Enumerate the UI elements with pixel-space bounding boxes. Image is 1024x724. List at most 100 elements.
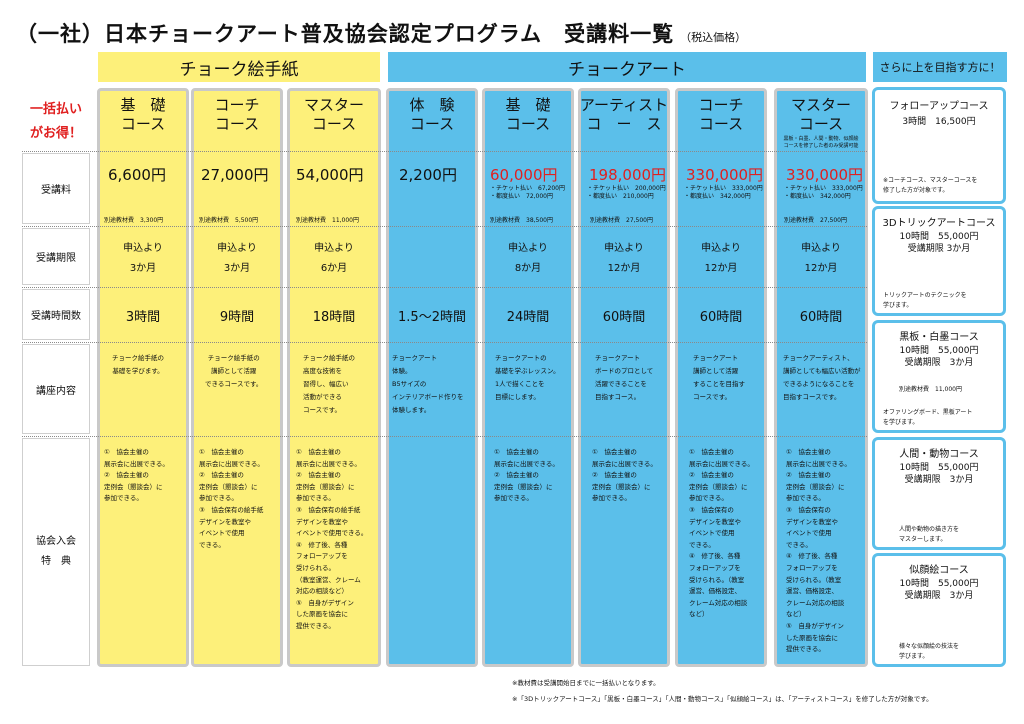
extra-course-material: 別途教材費 11,000円 [899,386,962,393]
benefit-line: 参加できる。 [592,494,631,503]
content-line: 目指すコースです。 [783,393,841,401]
course-benefits: ① 協会主催の 展示会に出展できる。 ② 協会主催の 定例会（懇談会）に 参加できる。 ③… [786,447,851,656]
benefit-line: 参加できる。 [689,494,728,503]
extra-note-line: 様々な似顔絵の技法を [899,643,960,650]
extra-course-note: 人間や動物の描き方を マスターします。 [899,525,959,545]
course-price: 60,000円 [490,166,558,184]
column-letter-basic [97,88,189,667]
course-name: コーチ コース [191,96,283,134]
benefit-line: ④ 修了後、各種 [296,540,348,549]
content-line: 体験。 [392,367,412,375]
benefit-line: 定例会（懇談会）に [786,482,845,491]
benefit-line: 定例会（懇談会）に [199,482,258,491]
extra-course-followup: フォローアップコース 3時間 16,500円 ※コーチコース、マスターコースを修… [872,87,1006,204]
column-art-master [774,88,868,667]
extra-course-portrait: 似顔絵コース 10時間 55,000円 受講期限 3か月 様々な似顔絵の技法を学… [872,553,1006,667]
benefit-line: できる。 [199,540,225,549]
extra-course-line: 受講期限 3か月 [904,358,974,368]
content-line: B5サイズの [392,380,427,388]
benefit-line: 運営、価格設定、 [786,587,838,596]
benefit-line: 受けられる。（教室 [689,575,745,584]
benefit-line: ① 協会主催の [592,448,637,456]
course-hours: 9時間 [219,310,255,325]
benefit-line: ① 協会主催の [296,448,341,456]
course-name: コーチ コース [675,96,767,134]
content-line: できるようになることを [783,380,855,388]
period-line: 12か月 [704,263,738,274]
extra-course-line: 10時間 55,000円 [899,463,979,473]
benefit-line: した原画を協会に [786,633,838,642]
row-label-benefit-line: 特 典 [41,556,71,567]
benefit-line: ② 協会主催の [592,471,637,480]
extra-course-note: 様々な似顔絵の技法を 学びます。 [899,642,959,662]
course-content: チョーク絵手紙の 基礎を学びます。 [112,352,164,378]
content-line: 講師としても幅広い活動が [783,367,861,375]
content-line: チョーク絵手紙の [303,354,355,362]
content-line: 高度な技術を [303,367,342,375]
price-note-line: ・チケット払い 200,000円 [587,185,666,192]
course-name-line: アーティスト [579,96,669,114]
benefit-line: フォローアップを [786,563,838,572]
content-line: 基礎を学ぶレッスン。 [495,367,560,375]
benefit-line: 参加できる。 [104,494,143,503]
benefit-line: イベントで使用できる。 [296,529,368,538]
benefit-line: できる。 [786,540,812,549]
column-art-basic [482,88,574,667]
content-line: チョークアート [595,354,641,362]
benefit-line: ① 協会主催の [689,448,734,456]
benefit-line: 参加できる。 [296,494,335,503]
content-line: チョークアーティスト、 [783,354,854,362]
course-name-line: 基 礎 [120,96,166,114]
extra-course-line: 3時間 16,500円 [902,117,976,127]
course-name: アーティストコ ー ス [578,96,670,134]
row-divider [22,226,867,227]
course-material-fee: 別途教材費 38,500円 [490,217,553,224]
benefit-line: ④ 修了後、各種 [689,552,741,561]
content-line: 講師として活躍 [693,367,739,375]
header-chalk-art: チョークアート [388,52,866,82]
course-benefits: ① 協会主催の 展示会に出展できる。 ② 協会主催の 定例会（懇談会）に 参加できる。 [104,447,169,505]
promo-line: がお得！ [29,126,82,141]
column-art-coach [675,88,767,667]
extra-course-title: 黒板・白墨コース [899,332,979,343]
course-hours: 1.5～2時間 [398,310,466,325]
benefit-line: 展示会に出展できる。 [104,459,169,468]
row-label-period: 受講期限 [22,228,90,285]
extra-course-title: 3Dトリックアートコース [882,218,996,229]
extra-course-blackboard: 黒板・白墨コース 10時間 55,000円 受講期限 3か月 別途教材費 11,… [872,320,1006,433]
row-label-benefit-line: 協会入会 [36,536,76,547]
period-line: 申込より [604,243,644,254]
benefit-line: フォローアップを [296,552,348,561]
benefit-line: イベントで使用 [786,529,832,538]
benefit-line: デザインを教室や [689,517,741,526]
content-line: 講師として活躍 [211,367,257,375]
course-content: チョークアート ボードのプロとして 活躍できることを 目指すコース。 [595,352,653,404]
price-note: ・チケット払い 333,000円 ・都度払い 342,000円 [684,185,763,201]
extra-note-line: 学びます。 [899,653,929,660]
course-price: 27,000円 [201,166,269,184]
benefit-line: ① 協会主催の [494,448,539,456]
extra-note-line: トリックアートのテクニックを [883,292,967,299]
course-name-note-line: コースを修了した者のみ受講可能 [783,143,859,149]
extra-note-line: 学びます。 [883,302,913,309]
benefit-line: クレーム対応の相談 [786,598,845,607]
course-material-fee: 別途教材費 11,000円 [296,217,359,224]
benefit-line: 受けられる。 [296,563,335,572]
course-name-line: コース [798,115,844,133]
course-name: 基 礎コース [482,96,574,134]
course-name-line: マスター [790,96,851,114]
course-period: 申込より 6か月 [288,239,380,279]
benefit-line: ② 協会主催の [494,471,539,480]
content-line: 活動ができる [303,393,342,401]
promo-label: 一括払い がお得！ [22,98,90,146]
promo-line: 一括払い [29,102,82,117]
course-price: 330,000円 [786,166,864,184]
benefit-line: 展示会に出展できる。 [494,459,559,468]
column-art-artist [578,88,670,667]
extra-note-line: を学びます。 [883,419,919,426]
benefit-line: 定例会（懇談会）に [296,482,355,491]
course-material-fee: 別途教材費 27,500円 [784,217,847,224]
course-period: 申込より 12か月 [675,239,767,279]
course-material-fee: 別途教材費 5,500円 [199,217,259,224]
extra-note-line: 修了した方が対象です。 [883,187,949,194]
